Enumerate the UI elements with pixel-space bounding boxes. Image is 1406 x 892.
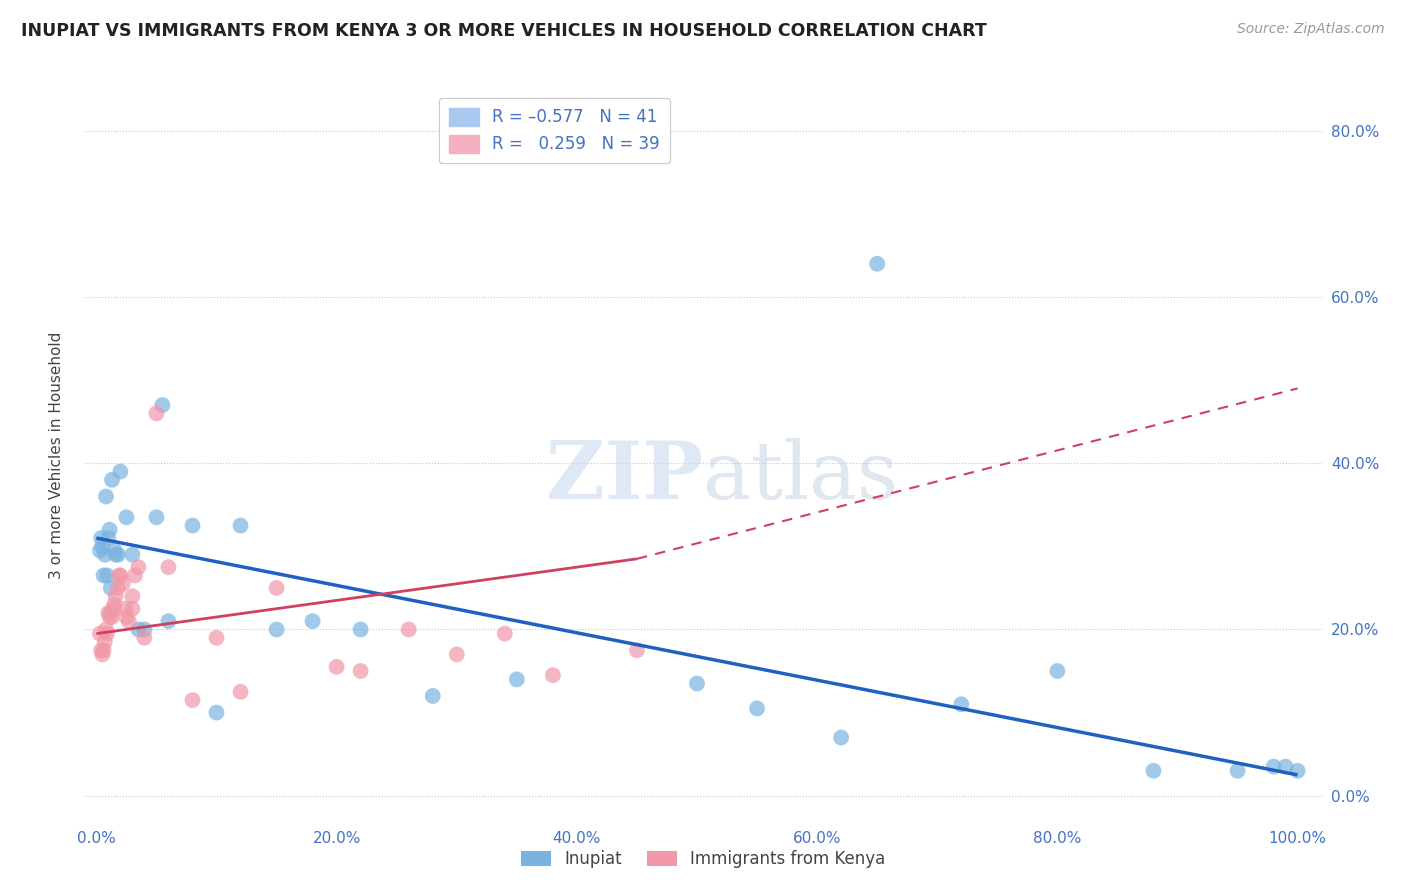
Point (745, 701, 768, 715)
Point (97, 606, 120, 620)
Point (181, 518, 204, 533)
Point (96, 568, 118, 582)
Point (1226, 764, 1249, 778)
Legend: R = –0.577   N = 41, R =   0.259   N = 39: R = –0.577 N = 41, R = 0.259 N = 39 (439, 97, 671, 163)
Point (97, 531, 120, 545)
Point (134, 623, 156, 637)
Point (541, 668, 564, 682)
Point (103, 598, 125, 612)
Point (1142, 764, 1164, 778)
Point (90, 531, 112, 545)
Point (103, 543, 125, 558)
Point (127, 623, 149, 637)
Point (121, 601, 143, 615)
Point (104, 589, 127, 603)
Point (398, 623, 420, 637)
Point (266, 623, 288, 637)
Point (93, 568, 115, 582)
Point (96, 626, 118, 640)
Point (110, 568, 132, 582)
Point (181, 693, 204, 707)
Point (1274, 759, 1296, 773)
Text: ZIP: ZIP (546, 438, 703, 516)
Point (91, 648, 114, 662)
Point (94, 490, 117, 504)
Point (115, 510, 138, 524)
Point (98, 610, 121, 624)
Point (94, 623, 117, 637)
Point (446, 648, 468, 662)
Point (830, 731, 852, 745)
Point (1286, 764, 1309, 778)
Point (108, 568, 131, 582)
Point (94, 635, 117, 649)
Point (111, 576, 134, 591)
Text: INUPIAT VS IMMIGRANTS FROM KENYA 3 OR MORE VEHICLES IN HOUSEHOLD CORRELATION CHA: INUPIAT VS IMMIGRANTS FROM KENYA 3 OR MO… (21, 22, 987, 40)
Point (350, 664, 373, 678)
Point (1263, 759, 1285, 773)
Point (110, 465, 132, 479)
Text: atlas: atlas (703, 438, 898, 516)
Point (157, 614, 180, 628)
Text: Source: ZipAtlas.com: Source: ZipAtlas.com (1237, 22, 1385, 37)
Point (101, 610, 124, 624)
Point (266, 581, 288, 595)
Point (686, 676, 709, 690)
Y-axis label: 3 or more Vehicles in Household: 3 or more Vehicles in Household (49, 331, 63, 579)
Point (494, 626, 516, 640)
Point (127, 560, 149, 574)
Point (100, 581, 122, 595)
Point (89, 543, 111, 558)
Point (145, 406, 167, 420)
Point (205, 631, 228, 645)
Point (90, 643, 112, 657)
Point (506, 673, 529, 687)
Point (115, 610, 138, 624)
Point (950, 698, 973, 712)
Point (866, 257, 889, 271)
Point (121, 548, 143, 562)
Point (121, 589, 143, 603)
Point (134, 631, 156, 645)
Point (124, 568, 146, 582)
Point (107, 581, 129, 595)
Point (152, 398, 174, 412)
Point (91, 539, 114, 553)
Point (626, 643, 648, 657)
Point (93, 643, 115, 657)
Point (229, 685, 252, 699)
Point (350, 623, 373, 637)
Point (103, 601, 125, 615)
Point (94, 548, 117, 562)
Point (301, 614, 323, 628)
Point (229, 518, 252, 533)
Point (325, 660, 347, 674)
Point (89, 626, 111, 640)
Point (107, 548, 129, 562)
Point (118, 614, 141, 628)
Point (205, 706, 228, 720)
Point (145, 510, 167, 524)
Point (100, 606, 122, 620)
Point (114, 601, 136, 615)
Point (104, 548, 127, 562)
Point (157, 560, 180, 574)
Point (101, 473, 124, 487)
Point (422, 689, 444, 703)
Point (1046, 664, 1069, 678)
Point (98, 523, 121, 537)
Legend: Inupiat, Immigrants from Kenya: Inupiat, Immigrants from Kenya (515, 844, 891, 875)
